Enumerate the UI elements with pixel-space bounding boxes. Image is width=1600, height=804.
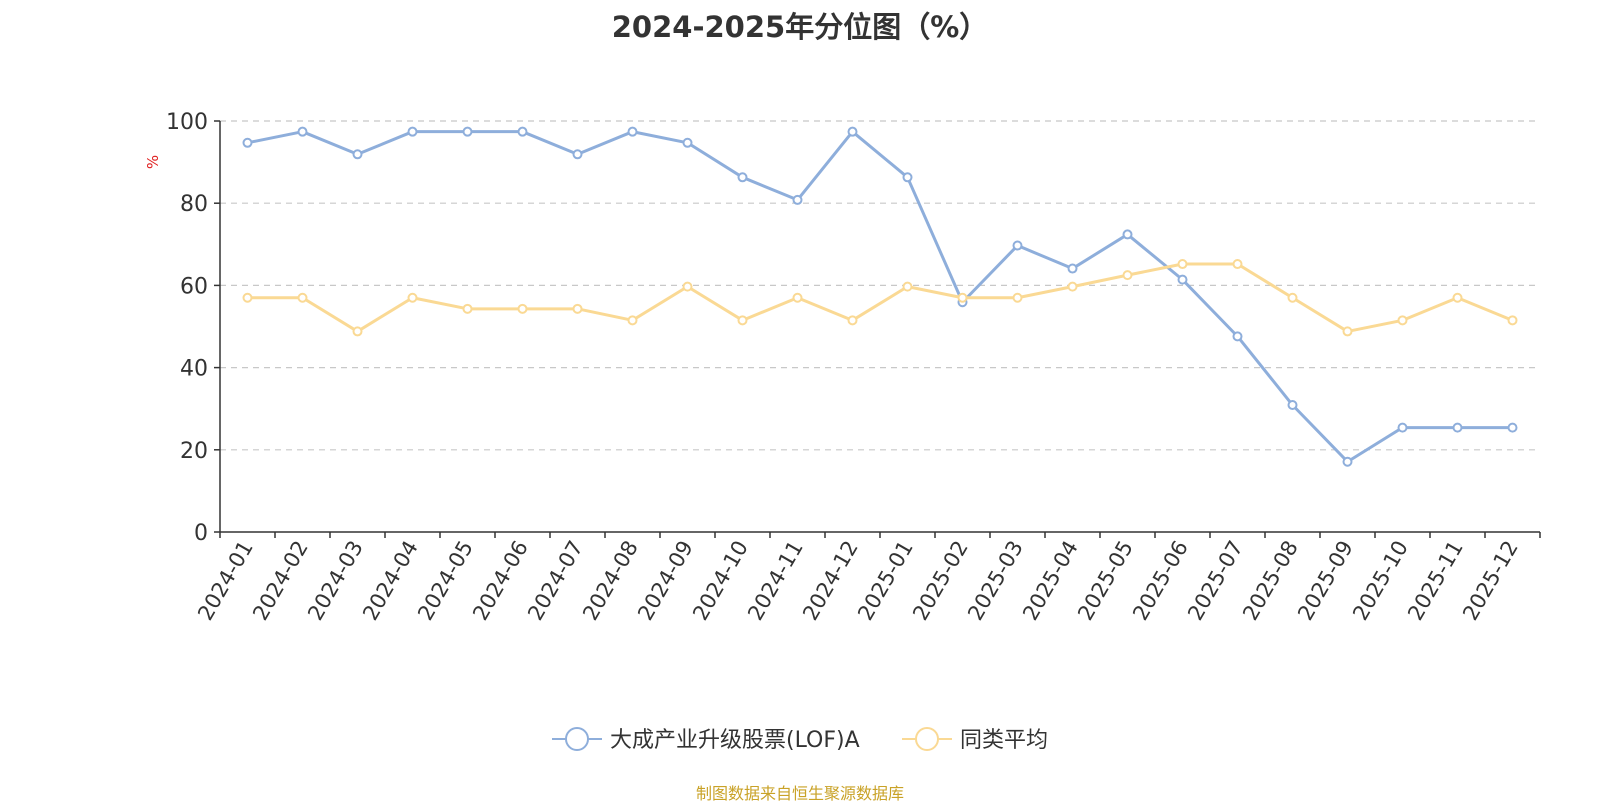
- data-point: [1507, 422, 1518, 433]
- data-point: [242, 292, 253, 303]
- data-point: [517, 126, 528, 137]
- series-2: [242, 259, 1518, 337]
- data-point: [1177, 259, 1188, 270]
- line-chart: 0204060801002024-012024-022024-032024-04…: [144, 110, 1541, 753]
- series-1: [242, 126, 1518, 467]
- grid-lines: [220, 120, 1540, 451]
- data-point: [902, 172, 913, 183]
- data-point: [627, 126, 638, 137]
- data-point: [847, 126, 858, 137]
- data-point: [1122, 229, 1133, 240]
- data-point: [1287, 400, 1298, 411]
- data-point: [1012, 292, 1023, 303]
- data-point: [682, 281, 693, 292]
- data-point: [902, 281, 913, 292]
- data-point: [352, 149, 363, 160]
- data-point: [1452, 422, 1463, 433]
- legend-item-1[interactable]: 大成产业升级股票(LOF)A: [552, 727, 860, 753]
- y-tick-label: 40: [180, 357, 208, 382]
- data-point: [1507, 315, 1518, 326]
- data-point: [957, 292, 968, 303]
- data-point: [792, 292, 803, 303]
- y-axis-unit-label: %: [144, 155, 162, 169]
- legend-marker: [565, 727, 589, 751]
- legend-label: 同类平均: [960, 728, 1048, 753]
- data-point: [297, 292, 308, 303]
- legend-item-2[interactable]: 同类平均: [902, 727, 1048, 753]
- data-point: [297, 126, 308, 137]
- data-point: [1122, 270, 1133, 281]
- data-point: [682, 137, 693, 148]
- data-point: [1287, 292, 1298, 303]
- y-tick-label: 100: [166, 110, 208, 135]
- data-point: [407, 292, 418, 303]
- data-point: [737, 172, 748, 183]
- data-point: [627, 315, 638, 326]
- chart-title: 2024-2025年分位图（%）: [611, 10, 989, 44]
- legend[interactable]: 大成产业升级股票(LOF)A 同类平均: [552, 727, 1048, 753]
- data-point: [1397, 315, 1408, 326]
- data-point: [1232, 259, 1243, 270]
- data-point: [1067, 263, 1078, 274]
- data-point: [572, 303, 583, 314]
- data-point: [1067, 281, 1078, 292]
- y-tick-label: 60: [180, 274, 208, 299]
- data-point: [462, 126, 473, 137]
- data-point: [792, 194, 803, 205]
- data-point: [407, 126, 418, 137]
- data-point: [1012, 240, 1023, 251]
- data-point: [1397, 422, 1408, 433]
- data-point: [1342, 456, 1353, 467]
- data-point: [517, 303, 528, 314]
- data-point: [1177, 274, 1188, 285]
- y-tick-label: 80: [180, 192, 208, 217]
- series-lines: [242, 126, 1518, 467]
- y-tick-label: 0: [194, 521, 208, 546]
- x-tick-label: 2025-12: [1458, 537, 1523, 625]
- data-point: [352, 326, 363, 337]
- legend-label: 大成产业升级股票(LOF)A: [610, 728, 860, 753]
- data-point: [1342, 326, 1353, 337]
- series-line: [247, 130, 1513, 464]
- data-point: [847, 315, 858, 326]
- data-point: [462, 303, 473, 314]
- data-point: [1232, 331, 1243, 342]
- data-point: [737, 315, 748, 326]
- data-point: [242, 137, 253, 148]
- source-note: 制图数据来自恒生聚源数据库: [695, 784, 904, 803]
- y-tick-label: 20: [180, 439, 208, 464]
- series-line: [247, 262, 1514, 333]
- data-point: [572, 149, 583, 160]
- data-point: [1452, 292, 1463, 303]
- legend-marker: [915, 727, 939, 751]
